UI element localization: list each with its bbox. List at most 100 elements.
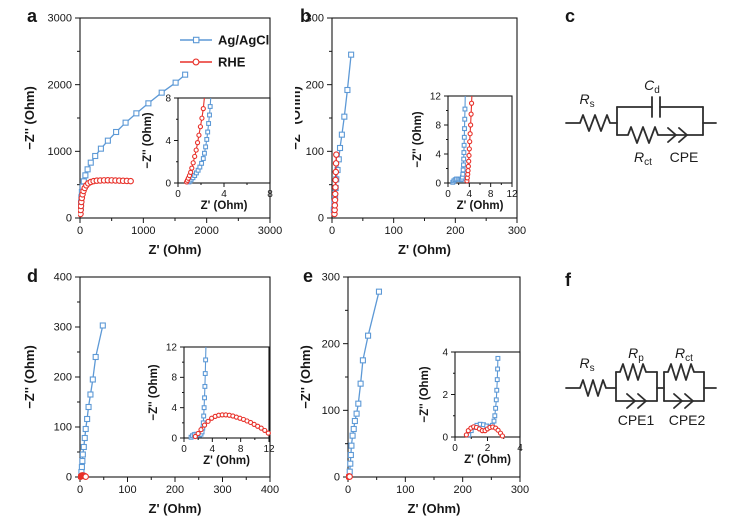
svg-text:0: 0 [435,178,441,189]
svg-text:300: 300 [54,322,72,334]
y-axis-label: −Z'' (Ohm) [419,366,431,422]
y-axis-label: −Z'' (Ohm) [412,111,424,167]
svg-text:100: 100 [384,225,402,237]
svg-text:0: 0 [165,178,171,189]
panel-f-circuit: Rs Rp Rct CPE1 CPE2 [540,262,738,524]
svg-text:400: 400 [261,484,279,496]
label-rct: Rct [675,345,693,364]
svg-text:1000: 1000 [131,225,155,237]
series-ag-agcl [346,288,383,475]
svg-text:2000: 2000 [194,225,218,237]
svg-text:0: 0 [318,213,324,225]
panel-label-f: f [565,270,571,290]
resistor-rct-icon [663,363,705,381]
svg-text:4: 4 [171,403,177,414]
circuit-c-wires [565,96,717,144]
svg-text:4: 4 [517,443,523,454]
svg-text:12: 12 [506,189,518,200]
cpe1-icon [626,393,636,409]
plot-frame [183,346,270,439]
panel-e-nyquist-plot: 0 100 200 300 0 100 200 300 Z' (Ohm) −Z'' (Ohm) 0 2… [295,262,540,524]
resistor-rct-icon [616,126,704,144]
svg-text:0: 0 [329,225,335,237]
series-rhe [464,96,475,184]
panel-label-e: e [303,266,314,286]
svg-text:300: 300 [322,272,340,284]
panel-label-c: c [565,6,576,26]
cpe1-icon2 [637,393,647,409]
cpe-icon2 [678,127,688,143]
x-axis-label: Z' (Ohm) [457,200,504,212]
plot-frame [454,351,521,438]
chart-a: 0 1000 2000 3000 0 1000 2000 3000 Z' (Ohm) −Z'' (… [0,0,300,267]
panel-label-b: b [300,6,311,26]
svg-text:200: 200 [453,484,471,496]
legend: Ag/AgCl RHE [180,33,269,70]
label-rs: Rs [579,355,594,374]
svg-text:2: 2 [442,390,448,401]
svg-text:100: 100 [54,422,72,434]
series-rhe [184,98,206,185]
svg-text:0: 0 [452,443,458,454]
x-axis-label: Z' (Ohm) [408,501,461,516]
svg-text:0: 0 [345,484,351,496]
svg-text:4: 4 [442,347,448,358]
label-cpe2: CPE2 [669,412,706,428]
svg-text:0: 0 [171,433,177,444]
svg-text:8: 8 [165,93,171,104]
axis-ticks [327,17,518,223]
label-cd: Cd [644,77,660,96]
label-rct: Rct [634,149,652,168]
svg-text:200: 200 [446,225,464,237]
svg-text:1000: 1000 [48,146,72,158]
svg-text:0: 0 [445,189,451,200]
svg-text:200: 200 [166,484,184,496]
svg-text:0: 0 [66,472,72,484]
svg-text:4: 4 [467,189,473,200]
chart-b: 0 100 200 300 0 100 200 300 Z' (Ohm) −Z'' (Ohm) 0 4… [288,0,540,267]
axis-ticks [75,276,271,482]
svg-text:12: 12 [166,342,178,353]
svg-text:0: 0 [77,225,83,237]
svg-text:0: 0 [66,213,72,225]
chart-e: 0 100 200 300 0 100 200 300 Z' (Ohm) −Z'' (Ohm) 0 2… [295,262,540,524]
x-axis-label: Z' (Ohm) [464,454,511,466]
chart-svg-b: 0 100 200 300 0 100 200 300 Z' (Ohm) −Z'' (Ohm) 0 4… [288,13,526,257]
x-axis-label: Z' (Ohm) [149,501,202,516]
axis-ticks [444,95,513,187]
axis-tick-labels: 0 4 8 12 0 4 8 12 [166,342,275,455]
svg-text:4: 4 [210,444,216,455]
series-rhe [78,177,134,218]
cpe2-icon [673,393,683,409]
svg-text:8: 8 [435,120,441,131]
axis-tick-labels: 0 2 4 0 2 4 [442,347,523,454]
panel-label-d: d [27,266,38,286]
panel-d-nyquist-plot: 0 100 200 300 400 0 100 200 300 400 Z' (Ohm) −Z'' (… [0,262,300,524]
chart-svg-a: 0 1000 2000 3000 0 1000 2000 3000 Z' (Ohm) −Z'' (… [22,13,282,257]
plot-frame [331,17,518,219]
axis-tick-labels: 0 4 8 0 4 8 [165,93,273,200]
svg-text:4: 4 [165,136,171,147]
circuit-f-svg: Rs Rp Rct CPE1 CPE2 [565,345,717,428]
x-axis-label: Z' (Ohm) [203,455,250,467]
legend-label-1: RHE [218,55,246,70]
axis-tick-labels: 0 4 8 12 0 4 8 12 [430,91,518,200]
resistor-rs-icon [565,379,617,397]
y-axis-label: −Z'' (Ohm) [295,86,303,150]
series-rhe [192,412,271,440]
panel-b-nyquist-plot: 0 100 200 300 0 100 200 300 Z' (Ohm) −Z'' (Ohm) 0 4… [288,0,540,262]
series-ag-agcl [78,71,189,212]
circuit-c-svg: Rs Cd Rct CPE [565,77,717,168]
series-ag-agcl [78,322,106,476]
x-axis-label: Z' (Ohm) [149,242,202,257]
chart-svg-e: 0 100 200 300 0 100 200 300 Z' (Ohm) −Z'' (Ohm) 0 2… [298,272,530,516]
series-ag-agcl [186,98,213,185]
y-axis-label: −Z'' (Ohm) [22,86,37,150]
resistor-rs-icon [565,114,618,132]
svg-text:300: 300 [306,13,324,25]
svg-text:12: 12 [263,444,275,455]
svg-text:12: 12 [430,91,442,102]
